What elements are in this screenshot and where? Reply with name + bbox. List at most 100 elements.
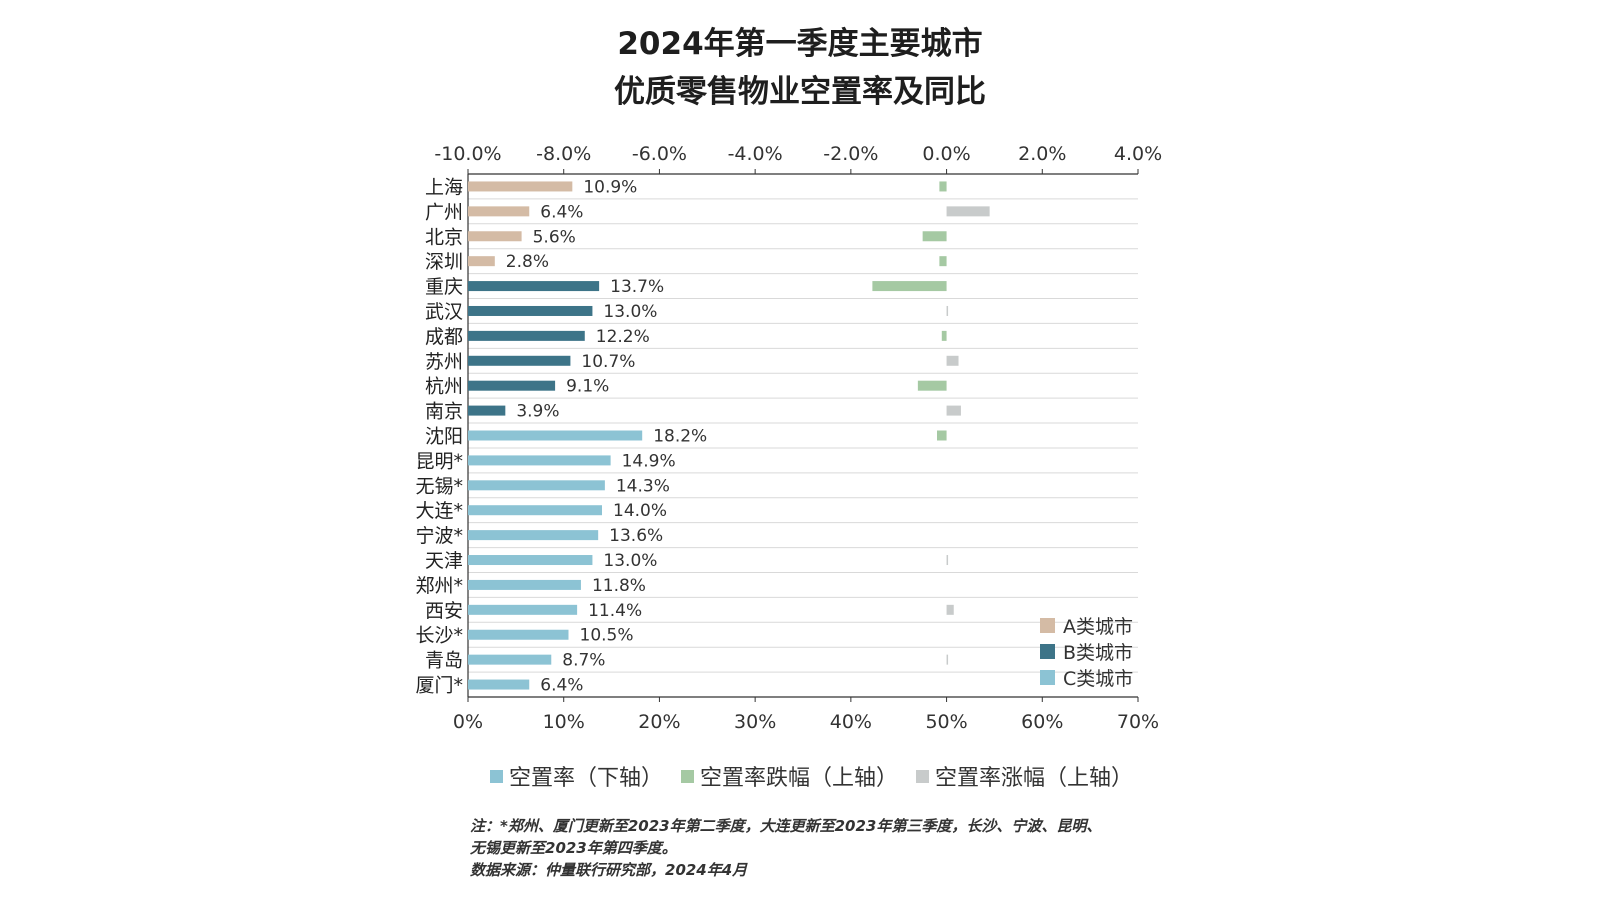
vacancy-rate-bar (468, 430, 643, 441)
city-label: 青岛 (425, 650, 463, 672)
top-axis-tick-label: -6.0% (632, 143, 687, 165)
city-label: 沈阳 (425, 426, 463, 448)
vacancy-rise-bar (946, 305, 949, 316)
vacancy-rate-bar (468, 206, 530, 217)
top-axis-tick-label: -4.0% (728, 143, 783, 165)
vacancy-rate-label: 6.4% (540, 676, 583, 696)
legend-class-c: C类城市 (1040, 664, 1133, 690)
vacancy-rate-label: 2.8% (506, 252, 549, 272)
legend-class-a: A类城市 (1040, 612, 1133, 638)
vacancy-decline-bar (939, 256, 947, 267)
vacancy-rate-bar (468, 505, 602, 516)
vacancy-rate-bar (468, 530, 599, 541)
vacancy-rate-label: 10.9% (583, 177, 637, 197)
bottom-axis-tick-label: 30% (734, 711, 776, 733)
bottom-axis-tick-label: 50% (925, 711, 967, 733)
legend-label-class-a: A类城市 (1063, 615, 1133, 638)
vacancy-rate-label: 13.6% (609, 526, 663, 546)
vacancy-rate-label: 14.9% (622, 451, 676, 471)
top-axis-tick-label: -8.0% (536, 143, 591, 165)
top-axis-tick-label: 4.0% (1114, 143, 1162, 165)
vacancy-rate-bar (468, 380, 556, 391)
vacancy-rate-label: 18.2% (653, 427, 707, 447)
vacancy-rate-label: 9.1% (566, 377, 609, 397)
legend-vacancy-rise: 空置率涨幅（上轴） (916, 760, 1133, 792)
vacancy-rate-bar (468, 480, 605, 491)
vacancy-rate-label: 10.7% (581, 352, 635, 372)
city-label: 昆明* (415, 450, 463, 472)
bottom-axis-tick-label: 40% (830, 711, 872, 733)
vacancy-decline-bar (939, 181, 947, 192)
legend-swatch-vacancy-decline (681, 769, 695, 783)
vacancy-rate-bar (468, 405, 506, 416)
vacancy-rate-bar (468, 281, 600, 292)
vacancy-rate-label: 12.2% (596, 327, 650, 347)
vacancy-rate-label: 8.7% (562, 651, 605, 671)
top-axis-tick-label: 0.0% (922, 143, 970, 165)
vacancy-rate-bar (468, 231, 522, 242)
note-line-2: 无锡更新至2023年第四季度。 (470, 839, 677, 857)
city-label: 苏州 (425, 351, 463, 373)
vacancy-rate-label: 11.4% (588, 601, 642, 621)
city-label: 成都 (425, 326, 463, 348)
vacancy-rate-label: 13.7% (610, 277, 664, 297)
legend-label-class-c: C类城市 (1063, 667, 1134, 690)
city-label: 郑州* (415, 575, 463, 597)
legend-swatch-class-a (1040, 617, 1055, 633)
bottom-axis-tick-label: 0% (453, 711, 483, 733)
city-label: 大连* (415, 500, 463, 522)
city-label: 深圳 (425, 251, 463, 273)
legend-label-vacancy-rate: 空置率（下轴） (509, 766, 664, 791)
city-label: 宁波* (415, 525, 463, 547)
vacancy-rate-bar (468, 330, 585, 341)
legend-label-class-b: B类城市 (1063, 641, 1134, 664)
legend-swatch-class-c (1040, 669, 1055, 685)
city-label: 西安 (425, 600, 463, 622)
city-label: 广州 (425, 201, 463, 223)
vacancy-decline-bar (872, 281, 947, 292)
vacancy-rate-bar (468, 555, 593, 566)
vacancy-rate-bar (468, 305, 593, 316)
vacancy-rate-label: 14.0% (613, 501, 667, 521)
vacancy-rate-label: 11.8% (592, 576, 646, 596)
city-label: 重庆 (425, 276, 463, 298)
vacancy-rate-bar (468, 579, 581, 590)
note-line-1: 注：*郑州、厦门更新至2023年第二季度，大连更新至2023年第三季度，长沙、宁… (470, 817, 1102, 835)
top-axis-tick-label: -2.0% (823, 143, 878, 165)
vacancy-rate-label: 5.6% (533, 227, 576, 247)
top-axis-tick-label: -10.0% (434, 143, 501, 165)
city-label: 北京 (425, 226, 463, 248)
chart-notes: 注：*郑州、厦门更新至2023年第二季度，大连更新至2023年第三季度，长沙、宁… (470, 815, 1190, 881)
city-label: 上海 (425, 176, 463, 198)
city-label: 厦门* (415, 675, 463, 697)
vacancy-rise-bar (946, 355, 959, 366)
bottom-axis-tick-label: 20% (638, 711, 680, 733)
vacancy-decline-bar (941, 330, 947, 341)
vacancy-rate-bar (468, 455, 611, 466)
vacancy-decline-bar (937, 430, 947, 441)
legend-label-vacancy-rise: 空置率涨幅（上轴） (935, 766, 1134, 791)
vacancy-rate-bar (468, 355, 571, 366)
city-label: 杭州 (425, 376, 463, 398)
vacancy-rate-label: 3.9% (516, 402, 559, 422)
legend-swatch-class-b (1040, 643, 1055, 659)
vacancy-rate-label: 14.3% (616, 476, 670, 496)
legend-vacancy-rate: 空置率（下轴） (490, 760, 663, 792)
city-label: 长沙* (415, 625, 463, 647)
source-line: 数据来源：仲量联行研究部，2024年4月 (470, 861, 748, 879)
vacancy-decline-bar (922, 231, 947, 242)
vacancy-rise-bar (946, 405, 961, 416)
vacancy-rate-bar (468, 604, 578, 615)
bottom-axis-tick-label: 10% (543, 711, 585, 733)
bottom-axis-tick-label: 70% (1117, 711, 1159, 733)
vacancy-rate-bar (468, 181, 573, 192)
vacancy-rate-label: 13.0% (603, 302, 657, 322)
legend-label-vacancy-decline: 空置率跌幅（上轴） (700, 766, 899, 791)
legend-swatch-vacancy-rise (916, 769, 930, 783)
legend-class-b: B类城市 (1040, 638, 1133, 664)
vacancy-rate-bar (468, 256, 495, 267)
vacancy-rate-bar (468, 629, 569, 640)
legend-vacancy-decline: 空置率跌幅（上轴） (681, 760, 898, 792)
vacancy-rise-bar (946, 555, 949, 566)
